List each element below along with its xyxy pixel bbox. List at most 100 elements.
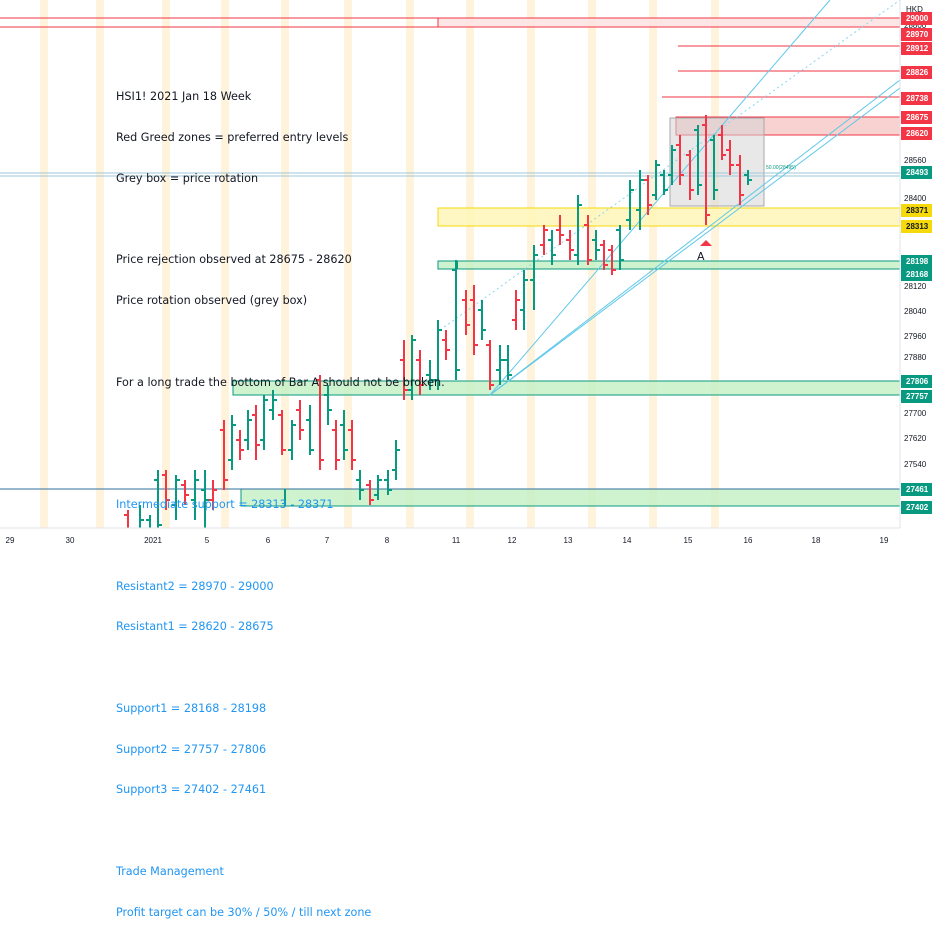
y-tick-label-2: 28120	[904, 282, 927, 291]
candle-37	[452, 260, 460, 380]
candle-18	[288, 420, 296, 460]
candle-10	[220, 420, 228, 490]
candle-60	[652, 160, 660, 200]
price-tag-label-1: 28970	[906, 30, 929, 39]
session-band-2	[162, 0, 170, 528]
price-tag-12	[901, 375, 932, 388]
candle-31	[400, 340, 408, 400]
candle-27	[366, 480, 374, 505]
candle-28	[374, 475, 382, 500]
candle-56	[616, 225, 624, 270]
price-tag-label-2: 28912	[906, 44, 929, 53]
session-band-4	[281, 0, 289, 528]
candle-54	[600, 240, 608, 270]
price-tag-1	[901, 28, 932, 41]
price-tag-10	[901, 255, 932, 268]
x-tick-label-5: 7	[325, 536, 330, 545]
price-tag-14	[901, 483, 932, 496]
x-tick-label-4: 6	[266, 536, 271, 545]
price-tag-label-7: 28493	[906, 168, 929, 177]
candle-43	[504, 345, 512, 380]
candle-55	[608, 245, 616, 275]
candle-5	[172, 475, 180, 520]
note-grey-box-legend: Grey box = price rotation	[116, 171, 259, 185]
candle-58	[636, 170, 644, 230]
candle-25	[348, 420, 356, 470]
note-resistant2: Resistant2 = 28970 - 29000	[116, 579, 274, 593]
candle-46	[530, 245, 538, 310]
price-tag-label-10: 28198	[906, 257, 929, 266]
annotation-text-block: HSI1! 2021 Jan 18 Week Red Greed zones =…	[116, 63, 445, 947]
price-tag-label-4: 28738	[906, 94, 929, 103]
x-tick-label-12: 16	[744, 536, 753, 545]
candle-6	[181, 480, 189, 505]
intermediate-support-zone	[437, 207, 901, 227]
channel-upper	[489, 0, 831, 396]
candle-19	[296, 400, 304, 440]
price-tag-3	[901, 66, 932, 79]
candle-61	[660, 170, 668, 195]
candle-65	[694, 125, 702, 195]
candle-38	[462, 290, 470, 335]
candle-24	[340, 410, 348, 460]
trading-chart[interactable]: 50.00(28495)A284002824028120280402796027…	[0, 0, 932, 919]
candle-17	[278, 410, 286, 455]
price-tag-8	[901, 204, 932, 217]
note-intermediate-support: Intermediate support = 28313 - 28371	[116, 498, 334, 511]
session-band-3	[221, 0, 229, 528]
candle-35	[434, 320, 442, 390]
candle-52	[584, 215, 592, 265]
candle-32	[408, 335, 416, 400]
candle-57	[626, 180, 634, 230]
candle-70	[736, 155, 744, 205]
x-tick-label-1: 30	[66, 536, 75, 545]
candle-33	[416, 350, 424, 395]
candle-12	[236, 430, 244, 460]
y-tick-label-5: 27880	[904, 353, 927, 362]
price-tag-6	[901, 127, 932, 140]
candle-59	[644, 175, 652, 215]
candle-11	[228, 415, 236, 470]
price-tag-label-0: 29000	[906, 14, 929, 23]
candle-15	[260, 395, 268, 450]
note-support3: Support3 = 27402 - 27461	[116, 783, 267, 797]
x-tick-label-3: 5	[205, 536, 210, 545]
candle-68	[718, 125, 726, 160]
candle-16	[269, 390, 277, 420]
session-band-5	[344, 0, 352, 528]
candle-42	[496, 345, 504, 385]
price-tag-2	[901, 42, 932, 55]
candle-36	[442, 330, 450, 360]
candle-66	[702, 115, 710, 225]
price-tag-11	[901, 268, 932, 281]
price-tag-5	[901, 111, 932, 124]
note-support2: Support2 = 27757 - 27806	[116, 742, 267, 756]
candle-71	[744, 170, 752, 185]
y-tick-label-0: 28400	[904, 194, 927, 203]
price-tag-13	[901, 390, 932, 403]
y-tick-label-7: 27620	[904, 434, 927, 443]
note-rotation: Price rotation observed (grey box)	[116, 294, 308, 308]
candle-26	[356, 470, 364, 500]
candle-53	[592, 230, 600, 260]
price-rotation-box	[669, 117, 765, 207]
x-tick-label-0: 29	[6, 536, 15, 545]
x-tick-label-13: 18	[812, 536, 821, 545]
candle-23	[332, 420, 340, 470]
candle-29	[384, 470, 392, 495]
price-tag-label-15: 27402	[906, 503, 929, 512]
y-tick-label-10: 28560	[904, 156, 927, 165]
note-title: HSI1! 2021 Jan 18 Week	[116, 90, 252, 104]
bar-a-marker	[700, 240, 712, 246]
candle-39	[470, 285, 478, 355]
price-tag-15	[901, 501, 932, 514]
note-profit-target: Profit target can be 30% / 50% / till ne…	[116, 905, 372, 919]
price-tag-label-6: 28620	[906, 129, 929, 138]
candle-49	[556, 215, 564, 245]
session-band-1	[96, 0, 104, 528]
bar-a-label: A	[697, 250, 705, 263]
channel-lower	[489, 87, 901, 396]
price-tag-label-11: 28168	[906, 270, 929, 279]
price-chart-canvas[interactable]: 50.00(28495)A284002824028120280402796027…	[0, 0, 932, 550]
candle-41	[486, 340, 494, 390]
